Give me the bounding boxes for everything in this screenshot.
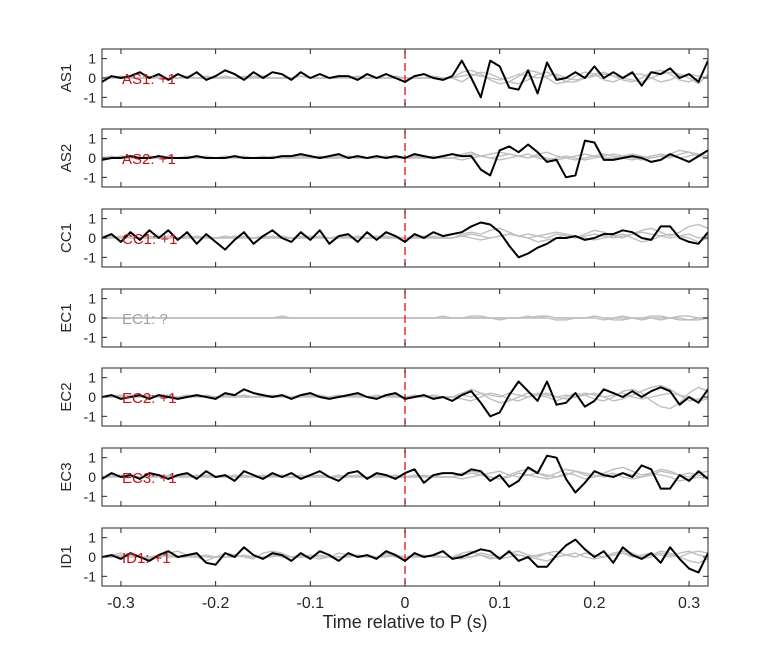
polarity-annotation: AS1: +1 bbox=[122, 71, 176, 88]
y-tick-label: 0 bbox=[88, 389, 96, 405]
station-trace bbox=[102, 139, 708, 179]
y-tick-label: 1 bbox=[88, 211, 96, 227]
y-tick-label: 1 bbox=[88, 530, 96, 546]
y-tick-label: -1 bbox=[84, 488, 97, 504]
station-label: EC1 bbox=[58, 303, 75, 332]
x-axis: -0.3 -0.2 -0.1 0 0.1 0.2 0.3 bbox=[107, 595, 700, 612]
station-trace bbox=[102, 538, 708, 574]
y-tick-label: -1 bbox=[84, 249, 97, 265]
traces-group bbox=[102, 131, 708, 185]
y-tick-label: 1 bbox=[88, 51, 96, 67]
y-tick-label: -1 bbox=[84, 89, 97, 105]
station-trace bbox=[102, 221, 708, 259]
panel-ec3: EC3: +1 -1 0 1 EC3 bbox=[58, 447, 709, 507]
y-tick-label: 1 bbox=[88, 450, 96, 466]
x-tick-label: 0.3 bbox=[678, 595, 700, 612]
polarity-annotation: AS2: +1 bbox=[122, 151, 176, 168]
station-label: EC3 bbox=[58, 462, 75, 491]
station-label: AS1 bbox=[58, 64, 75, 92]
station-label: CC1 bbox=[58, 223, 75, 253]
station-label: AS2 bbox=[58, 144, 75, 172]
station-trace bbox=[102, 380, 708, 418]
panel-ec1: EC1: ? -1 0 1 EC1 bbox=[58, 288, 709, 348]
y-tick-label: -1 bbox=[84, 408, 97, 424]
y-tick-label: 0 bbox=[88, 150, 96, 166]
x-tick-label: -0.1 bbox=[297, 595, 325, 612]
panel-cc1: CC1: +1 -1 0 1 CC1 bbox=[58, 208, 709, 268]
y-tick-label: -1 bbox=[84, 329, 97, 345]
traces-group bbox=[102, 370, 708, 424]
polarity-annotation: EC1: ? bbox=[122, 311, 168, 328]
y-tick-label: -1 bbox=[84, 169, 97, 185]
y-tick-label: 0 bbox=[88, 469, 96, 485]
station-trace bbox=[102, 454, 708, 494]
y-tick-label: 0 bbox=[88, 549, 96, 565]
traces-group bbox=[102, 211, 708, 265]
polarity-annotation: EC2: +1 bbox=[122, 390, 177, 407]
x-tick-label: 0 bbox=[401, 595, 410, 612]
y-tick-label: 1 bbox=[88, 370, 96, 386]
y-tick-label: 1 bbox=[88, 131, 96, 147]
y-tick-label: 0 bbox=[88, 70, 96, 86]
traces-group bbox=[102, 51, 708, 105]
x-tick-label: 0.2 bbox=[583, 595, 605, 612]
station-label: EC2 bbox=[58, 382, 75, 411]
y-tick-label: -1 bbox=[84, 568, 97, 584]
y-tick-label: 1 bbox=[88, 291, 96, 307]
polarity-annotation: ID1: +1 bbox=[122, 550, 171, 567]
panel-id1: ID1: +1 -1 0 1 ID1 bbox=[58, 527, 709, 587]
traces-group bbox=[102, 291, 708, 345]
x-tick-label: -0.3 bbox=[107, 595, 135, 612]
y-tick-label: 0 bbox=[88, 230, 96, 246]
station-label: ID1 bbox=[58, 545, 75, 568]
station-trace bbox=[102, 59, 708, 99]
polarity-annotation: EC3: +1 bbox=[122, 470, 177, 487]
x-tick-label: 0.1 bbox=[489, 595, 511, 612]
panel-as2: AS2: +1 -1 0 1 AS2 bbox=[58, 128, 709, 188]
panel-ec2: EC2: +1 -1 0 1 EC2 bbox=[58, 367, 709, 427]
panel-as1: AS1: +1 -1 0 1 AS1 bbox=[58, 48, 709, 108]
y-tick-label: 0 bbox=[88, 310, 96, 326]
polarity-annotation: CC1: +1 bbox=[122, 231, 177, 248]
x-tick-label: -0.2 bbox=[202, 595, 230, 612]
traces-group bbox=[102, 530, 708, 584]
traces-group bbox=[102, 450, 708, 504]
x-axis-label: Time relative to P (s) bbox=[322, 612, 487, 632]
